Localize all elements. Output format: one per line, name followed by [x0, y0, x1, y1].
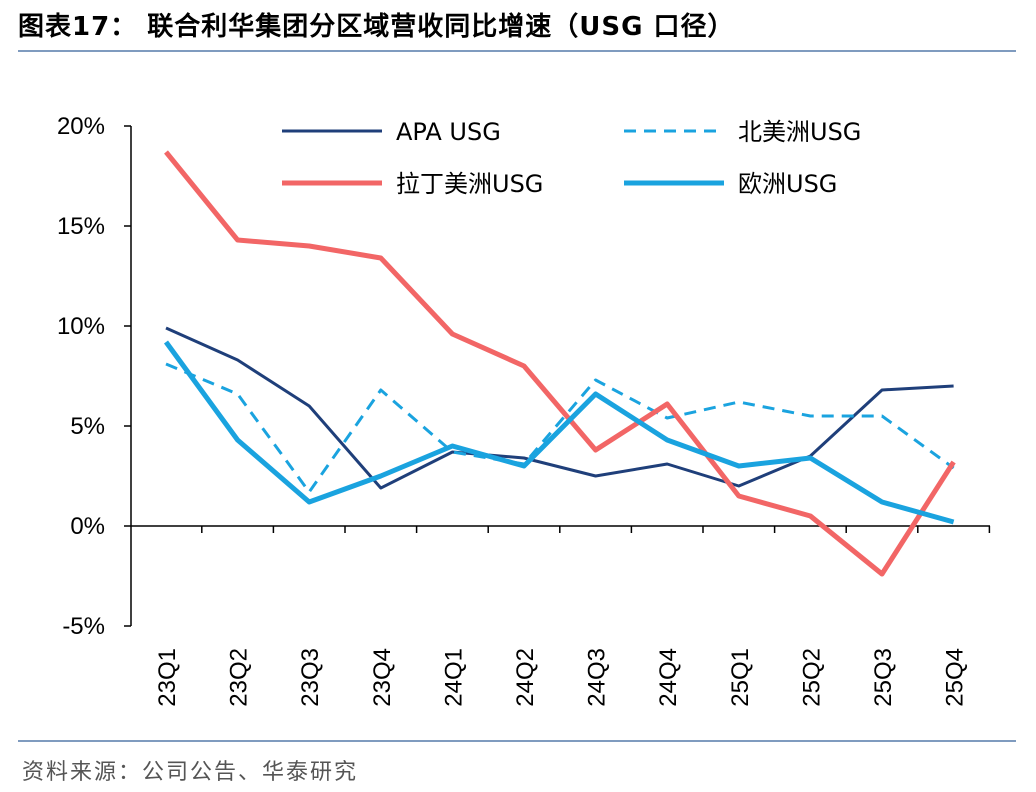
- series-line-3: [163, 340, 955, 525]
- source-note: 资料来源：公司公告、华泰研究: [22, 760, 359, 785]
- series-line-0: [165, 326, 954, 490]
- y-tick-label: 5%: [70, 413, 105, 440]
- series-line-1: [165, 362, 955, 494]
- y-tick-label: 0%: [70, 513, 105, 540]
- y-tick-label: 10%: [57, 313, 105, 340]
- x-tick-label: 24Q4: [655, 648, 682, 707]
- chart-title: 图表17： 联合利华集团分区域营收同比增速（USG 口径）: [18, 12, 735, 42]
- legend-label: 北美洲USG: [738, 118, 861, 146]
- x-tick-label: 25Q1: [727, 648, 754, 707]
- x-tick-label: 25Q3: [870, 648, 897, 707]
- x-tick-label: 24Q3: [584, 648, 611, 707]
- chart-legend: APA USG 北美洲USG 拉丁美洲USG 欧洲USG: [282, 118, 861, 198]
- x-tick-label: 23Q3: [297, 648, 324, 707]
- x-tick-label: 25Q4: [942, 648, 969, 707]
- chart-axes: -5% 0% 5% 10% 15% 20% 23Q1 23Q2 23Q3 23Q4 24Q1 24Q2…: [57, 113, 991, 707]
- x-tick-label: 23Q1: [154, 648, 181, 707]
- title-divider: [18, 50, 1016, 52]
- series-layer: [163, 150, 956, 577]
- x-tick-label: 24Q2: [512, 648, 539, 707]
- x-tick-label: 24Q1: [440, 648, 467, 707]
- legend-label: 欧洲USG: [738, 170, 837, 198]
- x-tick-label: 25Q2: [798, 648, 825, 707]
- y-tick-label: -5%: [62, 613, 105, 640]
- y-tick-label: 20%: [57, 113, 105, 140]
- footer-divider: [18, 740, 1016, 742]
- x-tick-label: 23Q4: [369, 648, 396, 707]
- x-tick-label: 23Q2: [226, 648, 253, 707]
- legend-label: 拉丁美洲USG: [396, 170, 543, 198]
- legend-label: APA USG: [396, 118, 501, 146]
- y-tick-label: 15%: [57, 213, 105, 240]
- series-line-2: [164, 150, 956, 577]
